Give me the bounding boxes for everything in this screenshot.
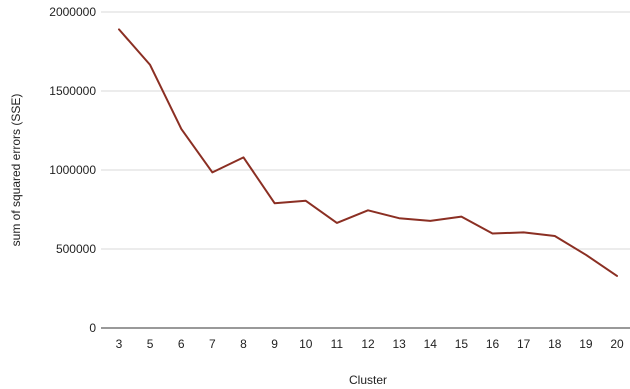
x-tick-label: 10	[299, 337, 313, 351]
x-tick-label: 5	[147, 337, 154, 351]
x-tick-label: 15	[455, 337, 469, 351]
y-tick-label: 1000000	[49, 163, 96, 177]
series-layer	[118, 28, 618, 277]
x-tick-label: 11	[331, 337, 344, 351]
x-tick-label: 8	[240, 337, 247, 351]
series-line	[118, 28, 618, 277]
x-tick-label: 19	[579, 337, 593, 351]
gridlines	[101, 11, 630, 250]
y-tick-label: 1500000	[49, 84, 96, 98]
x-tick-label: 16	[486, 337, 500, 351]
x-tick-label: 7	[209, 337, 216, 351]
x-tick-label: 18	[548, 337, 562, 351]
x-tick-label: 20	[610, 337, 624, 351]
x-tick-label: 9	[271, 337, 278, 351]
x-tick-label: 13	[392, 337, 406, 351]
x-tick-label: 3	[116, 337, 123, 351]
y-tick-label: 0	[89, 321, 96, 335]
x-tick-label: 17	[517, 337, 531, 351]
x-tick-label: 14	[424, 337, 438, 351]
x-tick-label: 6	[178, 337, 185, 351]
y-tick-label: 500000	[56, 242, 96, 256]
y-tick-label: 2000000	[49, 5, 96, 19]
tick-labels: 0 500000 1000000 1500000 2000000 3 5 6 7 8 9 10 11 12…	[49, 5, 624, 351]
x-axis-title: Cluster	[349, 373, 387, 387]
x-tick-label: 12	[361, 337, 375, 351]
y-axis-title: sum of squared errors (SSE)	[9, 94, 23, 247]
